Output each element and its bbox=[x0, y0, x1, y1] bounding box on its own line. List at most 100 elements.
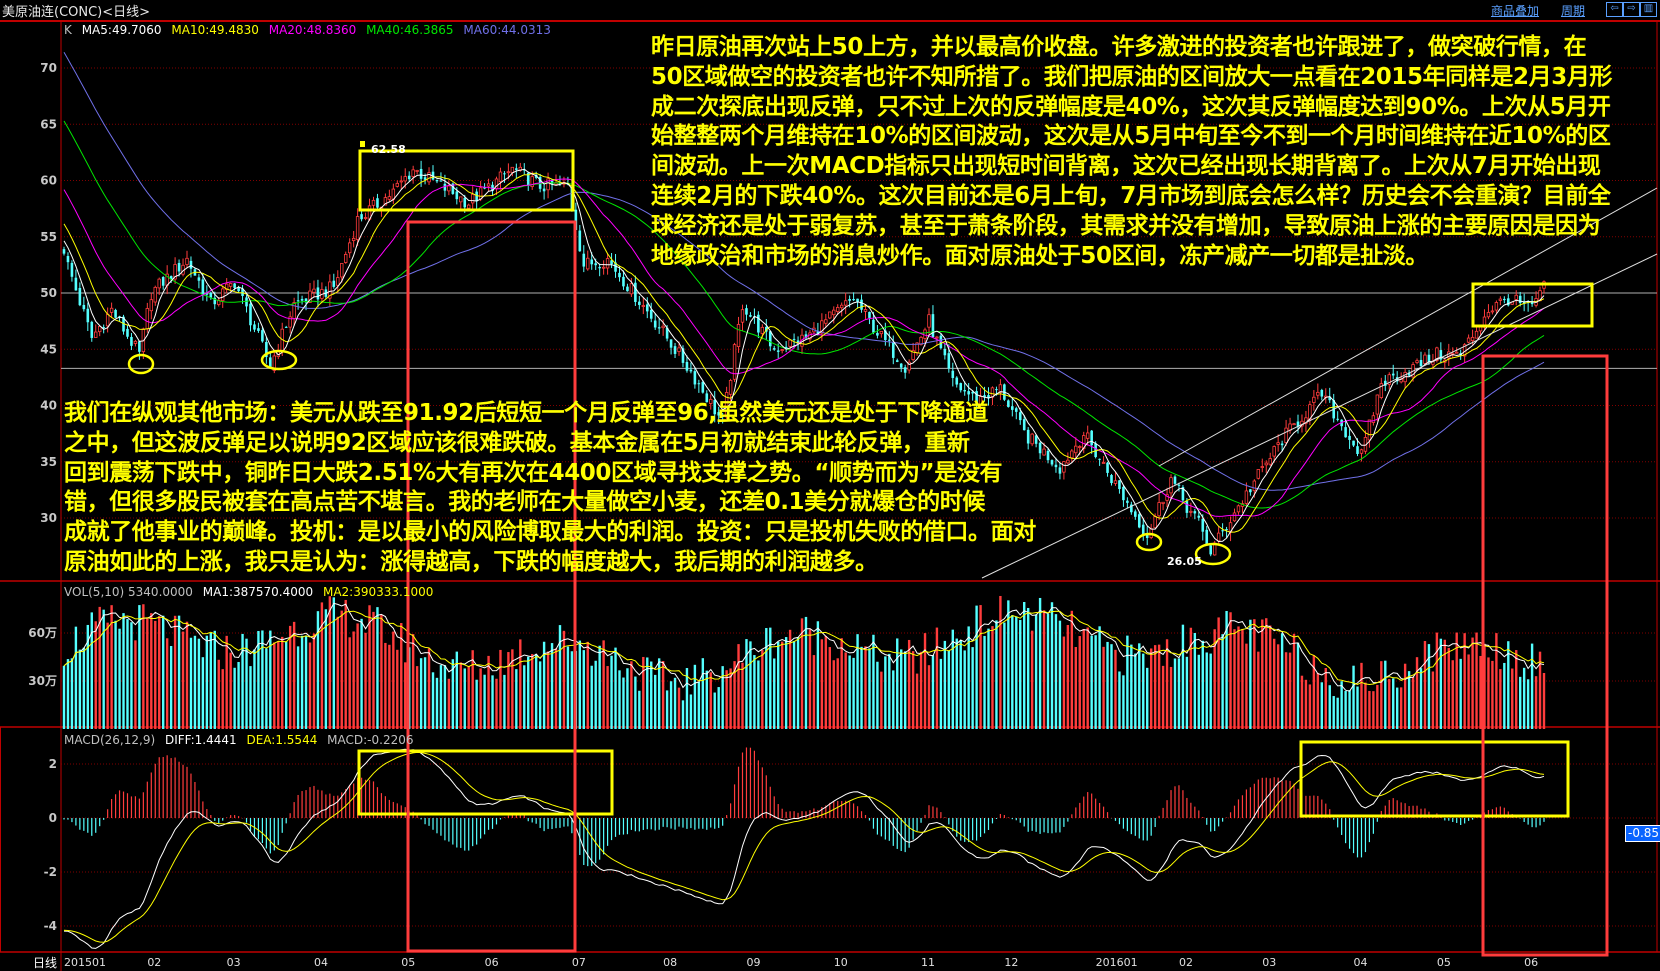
range-box-2015[interactable] bbox=[406, 220, 577, 953]
volume-bar bbox=[138, 605, 141, 729]
candle-body bbox=[1134, 511, 1137, 517]
candle-body bbox=[1244, 490, 1249, 504]
candle-body bbox=[443, 183, 447, 191]
arrow-left-icon[interactable]: ⇦ bbox=[1606, 2, 1623, 17]
candle-body bbox=[713, 399, 717, 415]
candle-body bbox=[891, 342, 895, 358]
arrow-right-icon[interactable]: ⇨ bbox=[1623, 2, 1640, 17]
volume-bar bbox=[1447, 647, 1450, 729]
candle-body bbox=[1249, 489, 1252, 493]
candle-body bbox=[824, 319, 828, 324]
date-tick-label: 05 bbox=[401, 956, 415, 969]
volume-bar bbox=[1094, 635, 1097, 729]
volume-bar bbox=[1272, 638, 1276, 729]
volume-bar bbox=[221, 669, 224, 729]
macd-tick-label: 2 bbox=[49, 757, 57, 771]
price-tick-label: 55 bbox=[40, 230, 57, 244]
low-marker-ellipse[interactable] bbox=[260, 349, 298, 371]
volume-layer bbox=[62, 595, 1546, 729]
volume-bar bbox=[118, 628, 121, 729]
volume-bar bbox=[919, 651, 923, 729]
candle-body bbox=[1252, 480, 1257, 492]
volume-bar bbox=[983, 635, 986, 729]
volume-bar bbox=[848, 655, 851, 729]
low-marker-ellipse[interactable] bbox=[1135, 532, 1163, 552]
range-box-2016[interactable] bbox=[1481, 354, 1609, 957]
highlight-box-macd-2015[interactable] bbox=[357, 749, 614, 816]
candle-body bbox=[661, 325, 665, 329]
highlight-box-price-2015[interactable] bbox=[358, 149, 575, 212]
candle-body bbox=[360, 214, 363, 220]
overlay-commodity-link[interactable]: 商品叠加 bbox=[1491, 4, 1540, 18]
volume-bar bbox=[1471, 637, 1474, 729]
period-link[interactable]: 周期 bbox=[1561, 4, 1586, 18]
volume-bar bbox=[907, 639, 911, 729]
annotation-line: 成就了他事业的巅峰。投机：是以最小的风险博取最大的利润。投资：只是投机失败的借口… bbox=[64, 519, 1036, 546]
trend-line-upper[interactable] bbox=[1158, 187, 1658, 467]
layout-icon[interactable]: ▥ bbox=[1640, 2, 1657, 17]
volume-bar bbox=[1336, 697, 1339, 729]
volume-bar bbox=[1451, 660, 1454, 729]
candle-body bbox=[355, 216, 360, 240]
candle-body bbox=[1371, 415, 1376, 423]
volume-bar bbox=[1253, 619, 1256, 729]
candle-body bbox=[911, 350, 915, 360]
candle-body bbox=[387, 196, 392, 200]
low-marker-ellipse[interactable] bbox=[1194, 542, 1232, 566]
volume-bar bbox=[1142, 653, 1145, 729]
volume-bar bbox=[415, 666, 419, 729]
volume-bar bbox=[531, 654, 534, 729]
highlight-box-macd-2016[interactable] bbox=[1299, 740, 1570, 818]
candle-body bbox=[78, 287, 82, 306]
candle-body bbox=[336, 277, 340, 286]
candle-body bbox=[1098, 458, 1101, 460]
low-marker-ellipse[interactable] bbox=[127, 353, 155, 375]
macd-tick-label: -4 bbox=[44, 919, 57, 933]
volume-bar bbox=[999, 595, 1002, 729]
high-price-label: 62.58 bbox=[371, 143, 406, 156]
volume-bar bbox=[745, 639, 748, 729]
volume-bar bbox=[1221, 634, 1224, 729]
annotation-line: 错，但很多股民被套在高点苦不堪言。我的老师在大量做空小麦，还差0.1美分就爆仓的… bbox=[64, 489, 985, 516]
candle-body bbox=[590, 259, 594, 265]
candle-body bbox=[201, 279, 205, 295]
candle-body bbox=[1078, 446, 1082, 448]
candle-body bbox=[1085, 432, 1090, 439]
volume-bar bbox=[229, 652, 232, 729]
candle-body bbox=[205, 293, 209, 295]
candle-body bbox=[618, 272, 621, 278]
candle-body bbox=[1026, 429, 1030, 444]
candle-body bbox=[272, 355, 276, 371]
volume-bar bbox=[1245, 643, 1248, 729]
trend-line-lower[interactable] bbox=[981, 253, 1658, 579]
highlight-box-price-2016[interactable] bbox=[1471, 282, 1594, 328]
candle-body bbox=[927, 314, 931, 328]
candle-body bbox=[907, 361, 911, 371]
macd-tick-label: -2 bbox=[44, 865, 57, 879]
volume-bar bbox=[1511, 668, 1514, 729]
volume-bar bbox=[1276, 644, 1280, 729]
volume-bar bbox=[852, 657, 855, 729]
volume-bar bbox=[550, 643, 554, 729]
volume-bar bbox=[499, 649, 502, 729]
candle-body bbox=[1474, 330, 1479, 339]
candle-body bbox=[1169, 477, 1173, 494]
volume-bar bbox=[1324, 667, 1327, 729]
volume-bar bbox=[792, 641, 796, 729]
candle-body bbox=[1256, 469, 1261, 479]
volume-bar bbox=[1372, 691, 1375, 729]
candle-body bbox=[657, 327, 661, 329]
volume-bar bbox=[86, 624, 90, 729]
volume-bar bbox=[169, 646, 173, 729]
volume-bar bbox=[1106, 641, 1109, 729]
candle-body bbox=[868, 311, 871, 318]
volume-bar bbox=[173, 615, 177, 729]
candle-body bbox=[582, 253, 586, 267]
candle-body bbox=[689, 369, 693, 372]
candle-body bbox=[645, 304, 649, 312]
candle-body bbox=[971, 391, 974, 394]
volume-bar bbox=[296, 646, 300, 729]
volume-bar bbox=[777, 641, 780, 729]
volume-bar bbox=[348, 637, 351, 729]
